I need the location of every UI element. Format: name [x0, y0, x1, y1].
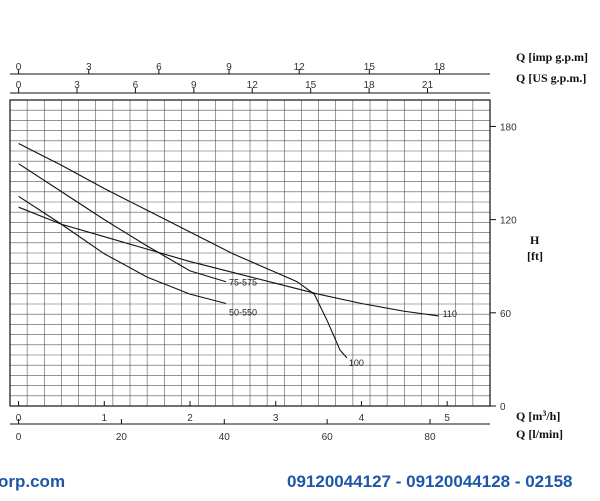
- us-tick-label: 3: [74, 80, 80, 91]
- axis-label-ft: [ft]: [527, 249, 543, 263]
- curves: 110 100 75-575 50-550: [18, 143, 457, 368]
- us-tick-label: 0: [16, 80, 22, 91]
- ft-tick-label: 180: [500, 122, 517, 133]
- series-line-50-550: [18, 195, 227, 305]
- axis-label-lmin: Q [l/min]: [516, 427, 563, 441]
- us-tick-label: 21: [422, 80, 434, 91]
- imp-tick-label: 15: [364, 62, 376, 73]
- us-tick-label: 9: [191, 80, 197, 91]
- plot-frame: [9, 99, 491, 407]
- grid: [9, 99, 491, 407]
- axes: 0 3 6 9 12 15 180 3 6 9 12 15 18 210 1 2 3 4 50 20 40 60 80060…: [9, 62, 517, 443]
- lmin-tick-label: 20: [116, 432, 128, 443]
- m3h-tick-label: 2: [187, 413, 193, 424]
- labels: Q [imp g.p.m] Q [US g.p.m.] H [ft] Q [m3…: [516, 50, 588, 441]
- imp-tick-label: 0: [16, 62, 22, 73]
- imp-tick-label: 3: [86, 62, 92, 73]
- axis-label-imp: Q [imp g.p.m]: [516, 50, 588, 64]
- lmin-tick-label: 80: [424, 432, 436, 443]
- m3h-tick-label: 5: [444, 413, 450, 424]
- imp-tick-label: 18: [434, 62, 446, 73]
- us-tick-label: 12: [247, 80, 259, 91]
- series-label-75-575: 75-575: [229, 278, 257, 288]
- footer-website: orp.com: [0, 472, 66, 491]
- axis-label-us: Q [US g.p.m.]: [516, 71, 586, 85]
- series-line-75-575: [18, 163, 227, 283]
- lmin-tick-label: 40: [219, 432, 231, 443]
- series-line-110: [18, 206, 439, 317]
- axis-label-h: H: [530, 233, 540, 247]
- lmin-tick-label: 60: [322, 432, 334, 443]
- ft-tick-label: 120: [500, 216, 517, 227]
- ft-tick-label: 0: [500, 402, 506, 413]
- imp-tick-label: 6: [156, 62, 162, 73]
- m3h-tick-label: 3: [273, 413, 279, 424]
- footer-phones: 09120044127 - 09120044128 - 02158: [287, 472, 573, 491]
- series-line-100: [18, 143, 348, 359]
- us-tick-label: 18: [364, 80, 376, 91]
- us-tick-label: 6: [133, 80, 139, 91]
- series-label-110: 110: [443, 309, 457, 319]
- lmin-tick-label: 0: [16, 432, 22, 443]
- us-tick-label: 15: [305, 80, 317, 91]
- m3h-tick-label: 4: [359, 413, 365, 424]
- imp-tick-label: 9: [226, 62, 232, 73]
- imp-tick-label: 12: [294, 62, 306, 73]
- ft-tick-label: 60: [500, 309, 512, 320]
- axis-label-m3h: Q [m3/h]: [516, 409, 560, 423]
- series-label-50-550: 50-550: [229, 307, 257, 317]
- series-label-100: 100: [349, 358, 364, 368]
- m3h-tick-label: 0: [16, 413, 22, 424]
- m3h-tick-label: 1: [102, 413, 108, 424]
